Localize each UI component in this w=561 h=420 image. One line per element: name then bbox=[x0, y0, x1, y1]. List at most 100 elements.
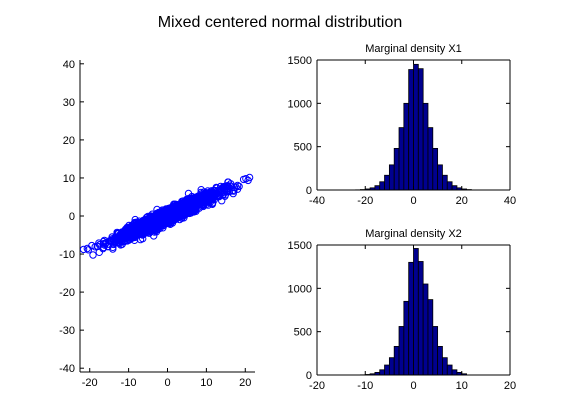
histogram-x2: -20 -10 0 10 20 0 500 1000 1500 Marginal density … bbox=[288, 228, 517, 392]
scatter-point bbox=[113, 228, 121, 237]
scatter-point bbox=[175, 207, 184, 215]
hist2-bar bbox=[388, 357, 395, 376]
scatter-point bbox=[79, 245, 88, 254]
hist1-bar bbox=[398, 127, 405, 191]
scatter-point bbox=[118, 228, 127, 236]
hist2-bar bbox=[408, 261, 414, 376]
hist1-y-tick-label: 0 bbox=[306, 185, 312, 197]
hist2-y-tick-label: 1500 bbox=[288, 240, 312, 252]
scatter-point bbox=[111, 237, 119, 245]
scatter-point bbox=[206, 195, 214, 204]
scatter-y-tick-label: 0 bbox=[69, 211, 75, 223]
scatter-point bbox=[223, 182, 232, 191]
hist1-bar bbox=[417, 68, 424, 191]
hist1-bar bbox=[408, 69, 414, 191]
scatter-point bbox=[242, 175, 250, 183]
scatter-y-tick-label: -20 bbox=[59, 287, 75, 299]
scatter-y-tick-label: 30 bbox=[63, 97, 75, 109]
hist2-bar bbox=[451, 369, 458, 376]
scatter-x-tick-label: -20 bbox=[82, 377, 98, 389]
scatter-point bbox=[213, 190, 221, 198]
hist2-bar bbox=[403, 300, 410, 376]
scatter-point bbox=[123, 224, 131, 232]
hist2-x-tick-label: -20 bbox=[309, 380, 325, 392]
scatter-point bbox=[104, 242, 112, 251]
scatter-point bbox=[245, 173, 254, 182]
scatter-point bbox=[197, 186, 205, 194]
hist1-y-tick-label: 1500 bbox=[288, 55, 312, 67]
scatter-point bbox=[152, 214, 160, 222]
scatter-point bbox=[95, 248, 104, 257]
hist2-title: Marginal density X2 bbox=[365, 228, 462, 240]
hist1-bars bbox=[355, 63, 472, 191]
hist2-bar bbox=[384, 364, 390, 376]
hist2-bar bbox=[427, 299, 434, 376]
hist1-y-tick-label: 1000 bbox=[288, 98, 312, 110]
scatter-point bbox=[210, 190, 218, 198]
scatter-x-tick-label: -10 bbox=[121, 377, 137, 389]
hist1-bar bbox=[374, 185, 381, 191]
hist1-bar bbox=[422, 102, 429, 191]
hist1-bar bbox=[379, 181, 385, 191]
scatter-point bbox=[198, 193, 207, 201]
hist1-bar bbox=[446, 181, 453, 191]
scatter-point bbox=[177, 203, 185, 211]
scatter-x-tick-label: 10 bbox=[200, 377, 212, 389]
scatter-x-tick-label: 20 bbox=[239, 377, 251, 389]
scatter-point bbox=[119, 231, 128, 240]
scatter-point bbox=[189, 200, 197, 209]
scatter-point bbox=[232, 183, 240, 191]
hist2-bar bbox=[446, 364, 453, 376]
scatter-point bbox=[168, 215, 176, 224]
scatter-point bbox=[89, 251, 97, 259]
scatter-point bbox=[204, 196, 212, 205]
scatter-y-tick-label: 20 bbox=[63, 135, 75, 147]
hist2-bar bbox=[422, 283, 429, 376]
hist2-bar bbox=[398, 326, 405, 376]
scatter-point bbox=[147, 226, 156, 234]
scatter-point bbox=[185, 196, 194, 205]
hist1-y-tick-label: 500 bbox=[294, 142, 312, 154]
hist2-y-tick-label: 500 bbox=[294, 327, 312, 339]
hist2-bar bbox=[379, 369, 385, 376]
scatter-point bbox=[220, 183, 228, 191]
hist2-bar bbox=[432, 326, 439, 376]
hist2-y-tick-label: 1000 bbox=[288, 283, 312, 295]
hist1-x-tick-label: -40 bbox=[309, 195, 325, 207]
hist2-bar bbox=[442, 357, 448, 376]
scatter-point bbox=[164, 207, 173, 215]
scatter-plot: -20 -10 0 10 20 -40 -30 -20 -10 0 10 20 30 40 bbox=[59, 59, 255, 389]
hist1-bar bbox=[403, 102, 410, 191]
hist2-bar bbox=[393, 345, 400, 376]
hist1-bar bbox=[451, 185, 458, 191]
hist1-title: Marginal density X1 bbox=[365, 43, 462, 55]
scatter-point bbox=[130, 225, 138, 233]
scatter-point bbox=[190, 208, 198, 216]
hist1-bar bbox=[388, 164, 395, 191]
hist2-x-tick-label: -10 bbox=[357, 380, 373, 392]
scatter-point bbox=[193, 200, 202, 209]
histogram-x1: -40 -20 0 20 40 0 500 1000 1500 Marginal density … bbox=[288, 43, 517, 207]
hist2-bars bbox=[360, 248, 467, 376]
scatter-points bbox=[79, 173, 254, 259]
hist1-bar bbox=[393, 147, 400, 191]
hist2-bar bbox=[413, 248, 419, 376]
hist1-x-tick-label: 40 bbox=[504, 195, 516, 207]
hist1-bar bbox=[384, 174, 390, 191]
hist2-x-tick-label: 0 bbox=[410, 380, 416, 392]
scatter-point bbox=[105, 237, 114, 245]
hist2-bar bbox=[417, 261, 424, 376]
scatter-point bbox=[220, 188, 229, 196]
scatter-point bbox=[138, 229, 147, 238]
hist1-bar bbox=[437, 164, 443, 191]
scatter-point bbox=[184, 200, 192, 208]
hist2-y-tick-label: 0 bbox=[306, 370, 312, 382]
hist2-bar bbox=[437, 345, 443, 376]
hist1-bar bbox=[413, 63, 419, 191]
scatter-point bbox=[142, 221, 150, 230]
scatter-y-tick-label: 40 bbox=[63, 59, 75, 71]
hist1-x-tick-label: -20 bbox=[357, 195, 373, 207]
scatter-point bbox=[233, 181, 242, 190]
